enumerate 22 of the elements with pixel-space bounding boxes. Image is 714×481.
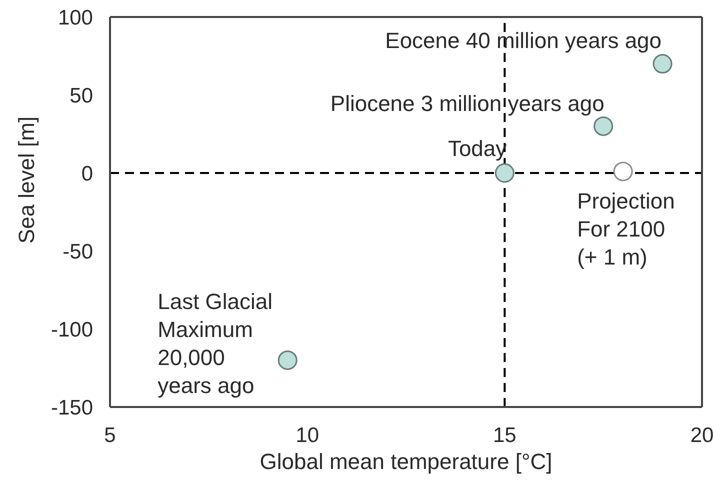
point	[494, 163, 514, 183]
y-tick-label: 50	[70, 84, 93, 108]
x-tick-label: 5	[104, 424, 116, 447]
point	[278, 350, 298, 370]
annotation: Last Glacial Maximum 20,000 years ago	[158, 289, 273, 398]
point	[613, 162, 633, 182]
y-tick-label: -100	[50, 318, 93, 342]
y-tick-label: -150	[50, 396, 93, 420]
annotation: Pliocene 3 million years ago	[330, 91, 604, 116]
point	[652, 54, 672, 74]
annotation: Projection For 2100 (+ 1 m)	[577, 188, 675, 270]
y-tick-label: -50	[62, 240, 93, 264]
y-axis-title: Sea level [m]	[14, 116, 39, 244]
point	[594, 116, 614, 136]
x-tick-label: 15	[492, 424, 516, 447]
x-tick-label: 20	[690, 424, 714, 447]
annotation: Eocene 40 million years ago	[385, 28, 662, 53]
y-tick-label: 0	[81, 162, 93, 186]
y-tick-label: 100	[58, 6, 93, 30]
x-axis-title: Global mean temperature [°C]	[260, 449, 552, 474]
x-tick-label: 10	[296, 424, 320, 447]
annotation: Today	[448, 136, 507, 161]
